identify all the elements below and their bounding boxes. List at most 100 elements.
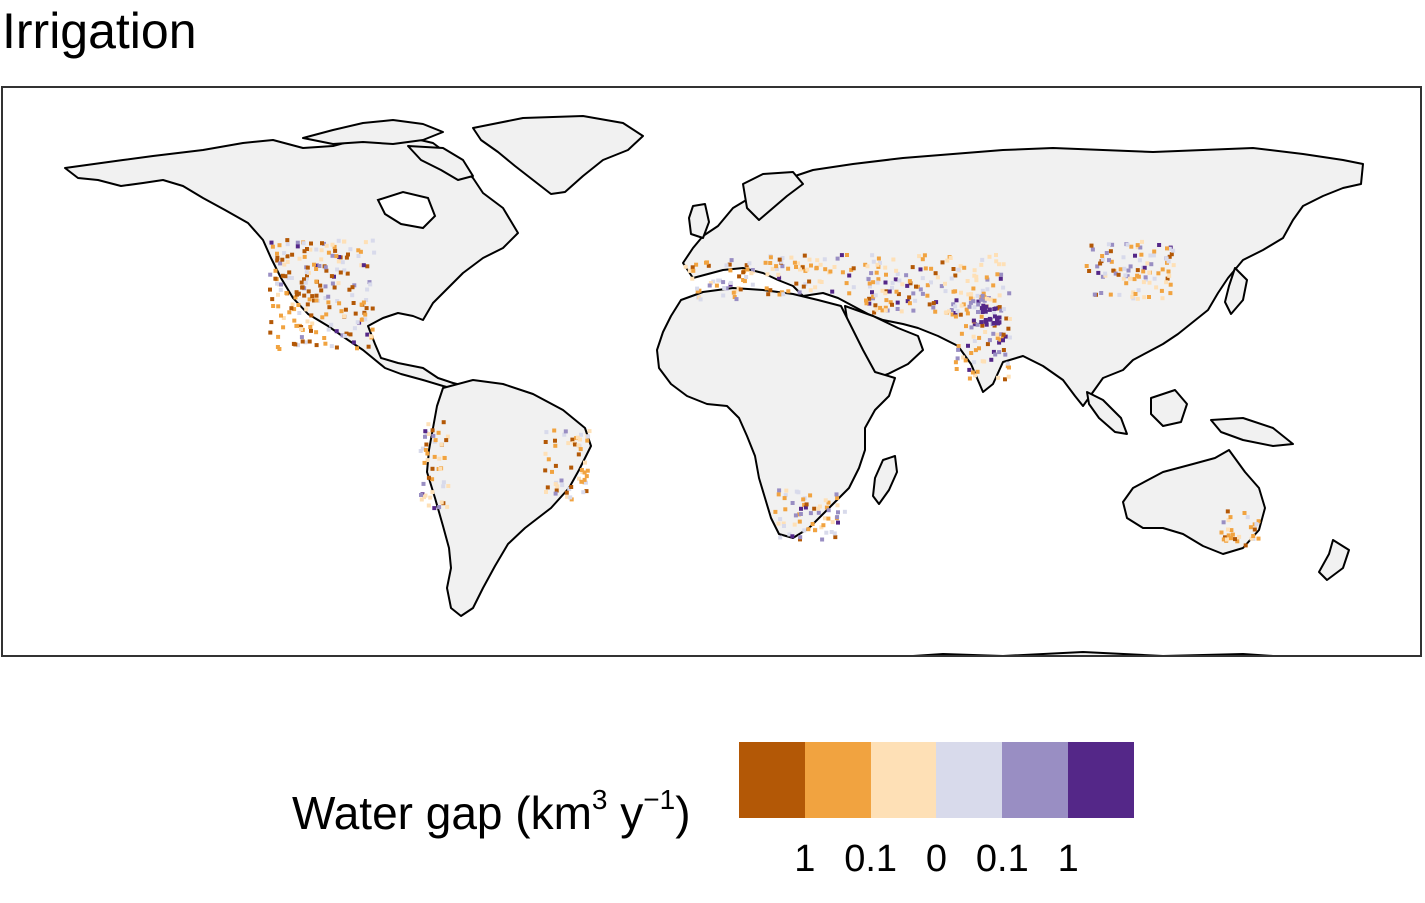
gap-cell — [971, 299, 976, 304]
gap-cell — [987, 307, 992, 312]
gap-cell — [954, 298, 959, 303]
gap-cell — [423, 493, 428, 498]
gap-cell — [871, 294, 876, 299]
gap-cell — [738, 287, 743, 292]
gap-cell — [804, 502, 809, 507]
gap-cell — [1142, 265, 1147, 270]
gap-cell — [812, 506, 817, 511]
gap-cell — [984, 322, 989, 327]
gap-cell — [430, 490, 435, 495]
gap-cell — [690, 265, 695, 270]
gap-cell — [319, 257, 324, 262]
gap-cell — [1166, 269, 1171, 274]
gap-cell — [570, 437, 575, 442]
gap-cell — [1084, 264, 1089, 268]
gap-cell — [816, 510, 821, 515]
gap-cell — [905, 283, 910, 288]
gap-cell — [813, 285, 818, 290]
gap-cell — [1167, 254, 1172, 259]
gap-cell — [849, 267, 854, 272]
gap-cell — [820, 537, 825, 542]
gap-cell — [920, 257, 925, 262]
gap-cell — [776, 521, 781, 526]
gap-cell — [991, 349, 996, 354]
gap-cell — [933, 309, 938, 314]
gap-cell — [361, 263, 366, 268]
gap-cell — [799, 506, 803, 511]
gap-cell — [884, 298, 889, 303]
gap-cell — [342, 314, 347, 319]
gap-cell — [293, 295, 298, 300]
gap-cell — [1256, 519, 1261, 524]
gap-cell — [918, 287, 923, 292]
gap-cell — [1154, 285, 1159, 290]
legend-tick-labels: 1 0.1 0 0.1 1 — [739, 836, 1134, 882]
gap-cell — [711, 279, 716, 284]
gap-cell — [774, 264, 779, 269]
gap-cell — [1135, 268, 1140, 273]
gap-cell — [803, 505, 808, 510]
gap-cell — [973, 348, 978, 353]
gap-cell — [787, 532, 792, 537]
gap-cell — [914, 284, 918, 289]
gap-cell — [778, 517, 783, 522]
gap-cell — [1001, 338, 1005, 343]
gap-cell — [819, 525, 824, 530]
gap-cell — [1167, 246, 1172, 251]
gap-cell — [883, 308, 888, 313]
gap-cell — [984, 304, 989, 309]
borneo — [1150, 389, 1188, 427]
gap-cell — [314, 298, 319, 303]
gap-cell — [330, 281, 335, 286]
gap-cell — [314, 293, 319, 298]
gap-cell — [839, 253, 844, 258]
legend-title-text: Water gap (km — [292, 787, 592, 839]
gap-cell — [281, 325, 286, 330]
gap-cell — [1159, 288, 1164, 293]
gap-cell — [968, 296, 973, 301]
gap-cell — [275, 345, 280, 349]
gap-cell — [992, 307, 997, 311]
gap-cell — [433, 438, 438, 443]
gap-cell — [690, 276, 695, 281]
gap-cell — [1092, 292, 1097, 297]
gap-cell — [312, 262, 316, 267]
gap-cell — [296, 303, 301, 307]
gap-cell — [867, 281, 872, 286]
gap-cell — [308, 325, 313, 329]
gap-cell — [722, 286, 727, 290]
gap-cell — [970, 370, 975, 375]
gap-cell — [777, 257, 782, 262]
gap-cell — [366, 344, 371, 349]
gap-cell — [300, 285, 305, 290]
gap-cell — [1124, 281, 1129, 286]
gap-cell — [306, 270, 311, 275]
gap-cell — [783, 493, 788, 498]
gap-cell — [995, 272, 1000, 277]
gap-cell — [1226, 527, 1230, 532]
gap-cell — [976, 310, 980, 314]
gap-cell — [1171, 248, 1176, 253]
gap-cell — [329, 274, 334, 279]
gap-cell — [1110, 242, 1115, 247]
gap-cell — [318, 283, 323, 288]
gap-cell — [358, 249, 363, 254]
legend-swatch-4 — [936, 742, 1003, 818]
gap-cell — [965, 311, 970, 316]
gap-cell — [958, 312, 963, 317]
gap-cell — [706, 263, 711, 268]
gap-cell — [734, 297, 739, 302]
gap-cell — [583, 460, 587, 465]
gap-cell — [303, 340, 308, 345]
gap-cell — [873, 293, 878, 298]
gap-cell — [955, 309, 960, 314]
gap-cell — [847, 291, 852, 296]
gap-cell — [439, 500, 444, 505]
gap-cell — [966, 343, 970, 348]
gap-cell — [553, 443, 558, 448]
gap-cell — [995, 332, 1000, 337]
gap-cell — [1160, 296, 1165, 301]
gap-cell — [780, 264, 785, 269]
gap-cell — [979, 262, 984, 267]
gap-cell — [323, 296, 328, 300]
